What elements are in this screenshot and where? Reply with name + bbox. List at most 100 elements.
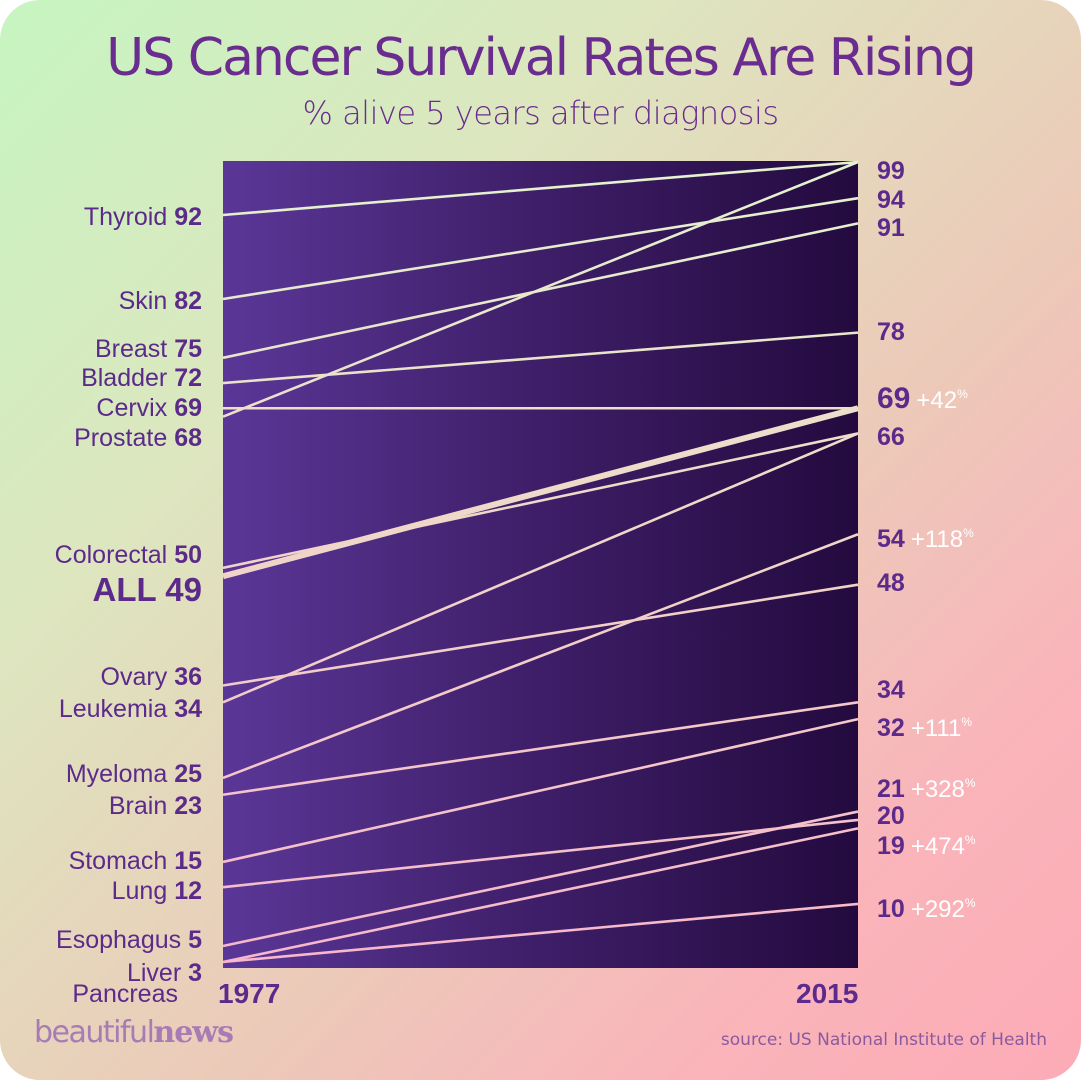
right-label-99: 99: [877, 156, 905, 185]
left-label-brain: Brain 23: [108, 791, 202, 820]
left-label-name: Brain: [108, 791, 168, 820]
left-label-name: Colorectal: [54, 540, 168, 569]
right-label-value: 69: [877, 382, 911, 415]
left-label-myeloma: Myeloma 25: [65, 759, 202, 788]
left-label-name: Lung: [111, 876, 168, 905]
right-label-21: 21 +328%: [877, 774, 976, 803]
right-label-value: 10: [877, 894, 905, 923]
left-label-leukemia: Leukemia 34: [59, 694, 202, 723]
percent-change-label: +42%: [916, 387, 967, 414]
left-label-name: Cervix: [96, 393, 168, 422]
left-label-value: 92: [174, 202, 202, 231]
x-label-end: 2015: [796, 978, 859, 1009]
right-label-34: 34: [877, 675, 905, 704]
right-label-value: 94: [877, 185, 905, 214]
right-label-value: 32: [877, 713, 905, 742]
left-label-name: ALL: [92, 570, 157, 608]
right-label-32: 32 +111%: [877, 713, 972, 742]
left-label-value: 3: [188, 958, 202, 987]
right-label-54: 54 +118%: [877, 524, 974, 553]
logo-bold-text: news: [153, 1015, 234, 1050]
right-label-value: 20: [877, 801, 905, 830]
left-label-bladder: Bladder 72: [81, 363, 202, 392]
left-label-all: ALL 49: [93, 573, 202, 606]
right-label-91: 91: [877, 213, 905, 242]
logo-light-text: beautiful: [34, 1015, 155, 1050]
right-label-66: 66: [877, 422, 905, 451]
right-label-value: 66: [877, 422, 905, 451]
percent-change-value: +118: [910, 525, 964, 553]
left-label-breast: Breast 75: [94, 334, 202, 363]
left-label-value: 34: [174, 694, 202, 723]
percent-change-value: +42: [916, 387, 958, 414]
right-label-value: 21: [877, 774, 905, 803]
left-label-value: 23: [174, 791, 202, 820]
right-label-94: 94: [877, 185, 905, 214]
left-label-thyroid: Thyroid 92: [83, 202, 202, 231]
right-label-value: 91: [877, 213, 905, 242]
left-label-name: Pancreas: [72, 979, 178, 1008]
left-label-name: Bladder: [81, 363, 168, 392]
percent-change-label: +474%: [911, 833, 976, 860]
left-label-value: 5: [188, 925, 202, 954]
right-label-10: 10 +292%: [877, 894, 976, 923]
right-label-value: 34: [877, 675, 905, 704]
right-label-value: 19: [877, 831, 905, 860]
percent-sign: %: [964, 895, 976, 910]
left-label-value: 68: [174, 423, 202, 452]
right-label-value: 99: [877, 156, 905, 185]
percent-change-label: +111%: [911, 715, 972, 742]
chart-subtitle: % alive 5 years after diagnosis: [302, 94, 779, 132]
right-label-value: 54: [877, 524, 905, 553]
x-label-start: 1977: [218, 978, 281, 1009]
left-label-liver: Liver 3: [126, 958, 202, 987]
left-label-value: 69: [174, 393, 202, 422]
source-note: source: US National Institute of Health: [720, 1030, 1047, 1050]
left-label-name: Stomach: [68, 846, 168, 875]
left-label-value: 75: [174, 334, 202, 363]
left-label-colorectal: Colorectal 50: [54, 540, 202, 569]
left-label-value: 50: [174, 540, 202, 569]
left-label-name: Esophagus: [56, 925, 182, 954]
left-label-value: 49: [165, 570, 202, 608]
plot-area: [223, 161, 858, 968]
left-label-value: 82: [174, 286, 202, 315]
left-label-value: 15: [174, 846, 202, 875]
left-label-ovary: Ovary 36: [100, 662, 202, 691]
chart-title: US Cancer Survival Rates Are Rising: [106, 28, 977, 88]
left-label-esophagus: Esophagus 5: [56, 925, 202, 954]
right-label-value: 78: [877, 317, 905, 346]
percent-sign: %: [964, 775, 976, 790]
percent-change-value: +111: [910, 714, 962, 742]
left-label-name: Liver: [126, 958, 182, 987]
right-label-20: 20: [877, 801, 905, 830]
percent-sign: %: [957, 387, 968, 401]
left-label-name: Prostate: [74, 423, 168, 452]
left-label-stomach: Stomach 15: [68, 846, 202, 875]
left-label-value: 12: [174, 876, 202, 905]
left-label-cervix: Cervix 69: [96, 393, 202, 422]
left-label-prostate: Prostate 68: [74, 423, 202, 452]
percent-change-value: +292: [910, 895, 965, 923]
percent-change-label: +292%: [911, 896, 976, 923]
percent-sign: %: [963, 525, 974, 540]
left-label-value: 25: [174, 759, 202, 788]
right-label-48: 48: [877, 570, 905, 596]
left-label-value: 36: [174, 662, 202, 691]
left-label-name: Skin: [118, 286, 168, 315]
left-label-name: Thyroid: [83, 202, 168, 231]
left-label-name: Myeloma: [65, 759, 168, 788]
beautifulnews-logo: beautifulnews: [34, 1015, 234, 1050]
right-label-19: 19 +474%: [877, 831, 976, 860]
left-label-name: Ovary: [100, 662, 168, 691]
percent-change-value: +474: [910, 832, 965, 860]
percent-change-label: +118%: [911, 526, 974, 553]
left-label-pancreas: Pancreas: [72, 979, 178, 1008]
percent-sign: %: [961, 714, 972, 729]
left-label-value: 72: [174, 363, 202, 392]
left-label-name: Breast: [94, 334, 168, 363]
percent-sign: %: [964, 832, 976, 847]
left-label-skin: Skin 82: [118, 286, 202, 315]
percent-change-value: +328: [910, 775, 965, 803]
right-label-78: 78: [877, 317, 905, 346]
